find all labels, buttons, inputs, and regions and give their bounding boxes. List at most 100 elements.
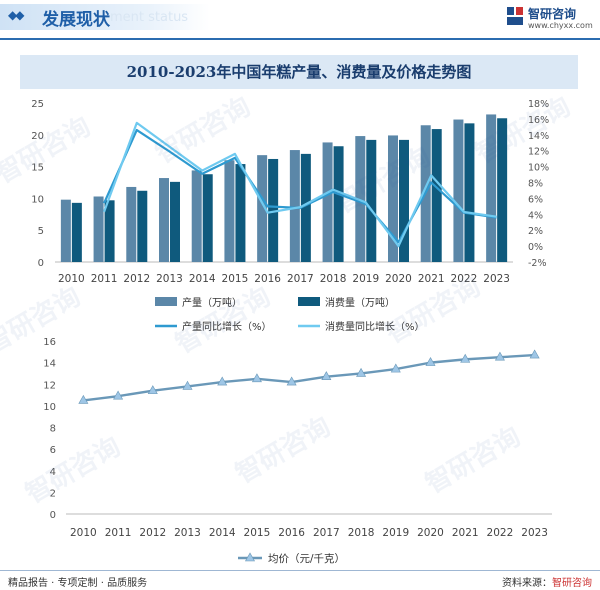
chart-title-band: 2010-2023年中国年糕产量、消费量及价格走势图 [20, 55, 578, 89]
bar-consumption [137, 190, 148, 262]
average-price-marker [182, 380, 193, 390]
brand-block: 智研咨询 www.chyxx.com [506, 3, 598, 33]
bar-consumption [497, 118, 508, 262]
y-tick-label: 10 [43, 402, 56, 413]
production-consumption-chart: 0 5 10 15 20 25 -2% 0% 2% 4% 6% 8% 10% 12% 14% 16% 18% 20… [31, 99, 549, 333]
y-left-tick-label: 15 [31, 163, 44, 174]
average-price-marker [356, 367, 367, 377]
footer-bar: 精品报告 · 专项定制 · 品质服务 资料来源：智研咨询 [0, 570, 600, 590]
header-title-background [0, 4, 210, 30]
legend-swatch [155, 297, 177, 306]
y-right-tick-label: 16% [528, 115, 549, 126]
y-right-tick-label: 2% [528, 226, 543, 237]
y-right-tick-label: 14% [528, 131, 549, 142]
bar-consumption [104, 200, 115, 262]
x-tick-label: 2020 [417, 527, 444, 539]
bar-consumption [464, 123, 475, 263]
bar-consumption [431, 129, 442, 262]
y-left-tick-label: 25 [31, 99, 44, 110]
bar-consumption [333, 146, 344, 262]
y-tick-label: 8 [50, 424, 56, 435]
y-tick-label: 2 [50, 488, 56, 499]
bar-production [191, 170, 202, 262]
bar-production [355, 136, 366, 262]
legend-label: 消费量（万吨） [325, 296, 395, 309]
bar-production [453, 119, 464, 262]
y-right-tick-label: 18% [528, 99, 549, 110]
header-bar: ◆◆ 发展现状 ment status 智研咨询 www.chyxx.com [0, 0, 600, 34]
y-right-tick-label: 6% [528, 194, 543, 205]
average-price-marker [460, 353, 471, 363]
legend-marker [244, 552, 256, 562]
x-tick-label: 2012 [139, 527, 166, 539]
bar-consumption [268, 158, 279, 262]
bar-production [388, 135, 398, 262]
x-tick-label: 2023 [521, 527, 548, 539]
bar-consumption [300, 153, 311, 262]
bar-production [126, 186, 137, 262]
x-tick-label: 2022 [451, 273, 478, 285]
legend-swatch [298, 297, 320, 306]
x-tick-label: 2017 [287, 273, 314, 285]
x-tick-label: 2013 [156, 273, 183, 285]
x-tick-label: 2021 [452, 527, 479, 539]
y-tick-label: 4 [50, 467, 56, 478]
y-left-tick-label: 5 [38, 226, 44, 237]
average-price-marker [251, 373, 262, 383]
y-right-tick-label: 10% [528, 163, 549, 174]
x-tick-label: 2018 [348, 527, 375, 539]
y-left-tick-label: 20 [31, 131, 44, 142]
y-left-tick-label: 10 [31, 194, 44, 205]
y-tick-label: 0 [50, 510, 56, 521]
average-price-marker [78, 394, 89, 404]
average-price-marker [217, 376, 228, 386]
legend-label: 产量（万吨） [182, 296, 242, 309]
x-tick-label: 2012 [123, 273, 150, 285]
y-right-tick-label: 0% [528, 242, 543, 253]
double-chevron-icon: ◆◆ [8, 8, 25, 22]
section-subtitle: ment status [110, 10, 189, 25]
x-tick-label: 2019 [352, 273, 379, 285]
average-price-marker [113, 390, 124, 400]
brand-name: 智研咨询 [528, 7, 577, 21]
footer-source-label: 资料来源： [502, 578, 552, 589]
x-tick-label: 2017 [313, 527, 340, 539]
x-tick-label: 2010 [70, 527, 97, 539]
bar-production [322, 142, 333, 262]
x-tick-label: 2021 [418, 273, 445, 285]
bar-consumption [235, 164, 246, 262]
footer-source-value: 智研咨询 [552, 578, 592, 589]
legend-label: 消费量同比增长（%） [325, 320, 425, 333]
x-tick-label: 2013 [174, 527, 201, 539]
bar-production [257, 155, 268, 262]
y-left-tick-label: 0 [38, 258, 44, 269]
bar-production [486, 114, 497, 262]
brand-url: www.chyxx.com [528, 21, 593, 30]
y-tick-label: 12 [43, 380, 56, 391]
y-right-tick-label: 12% [528, 147, 549, 158]
y-tick-label: 6 [50, 445, 56, 456]
section-title: 发展现状 [42, 10, 110, 30]
bar-production [93, 196, 104, 262]
bar-consumption [399, 139, 409, 262]
x-tick-label: 2015 [244, 527, 271, 539]
average-price-marker [147, 385, 158, 395]
footer-source: 资料来源：智研咨询 [502, 574, 592, 589]
y-tick-label: 16 [43, 337, 56, 348]
bar-production [289, 150, 300, 262]
footer-divider [0, 570, 600, 571]
x-tick-label: 2019 [382, 527, 409, 539]
bar-consumption [202, 174, 213, 262]
x-tick-label: 2014 [189, 273, 216, 285]
x-tick-label: 2020 [385, 273, 412, 285]
x-tick-label: 2011 [105, 527, 132, 539]
x-tick-label: 2011 [91, 273, 118, 285]
average-price-line [83, 353, 535, 402]
chart-title: 2010-2023年中国年糕产量、消费量及价格走势图 [126, 63, 472, 81]
average-price-marker [529, 349, 540, 359]
y-tick-label: 14 [43, 359, 56, 370]
consumption-growth-line [103, 121, 497, 248]
x-tick-label: 2010 [58, 273, 85, 285]
header-divider [0, 38, 600, 40]
